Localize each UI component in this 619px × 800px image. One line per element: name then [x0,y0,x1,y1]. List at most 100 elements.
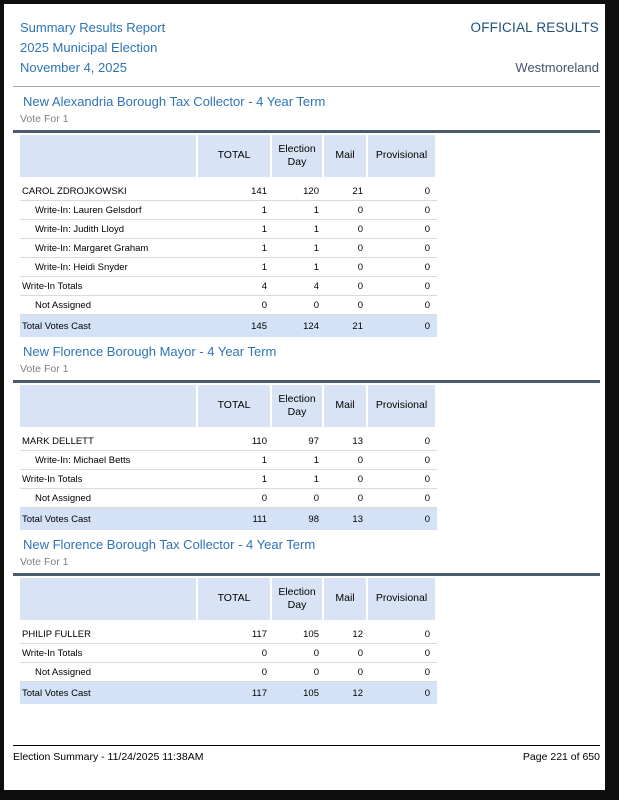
cell-provisional: 0 [424,687,430,699]
cell-total: 117 [251,687,267,699]
cell-mail: 0 [357,204,363,216]
cell-mail: 12 [352,628,363,640]
cell-provisional: 0 [424,223,430,235]
cell-election-day: 120 [303,185,319,197]
contest-section: New Florence Borough Tax Collector - 4 Y… [4,537,605,704]
cell-mail: 0 [357,647,363,659]
cell-election-day: 1 [313,261,319,273]
column-header-empty [20,135,196,177]
table-row: PHILIP FULLER 117 105 12 0 [20,625,437,644]
vote-for-label: Vote For 1 [20,113,69,125]
column-header-provisional: Provisional [368,135,435,177]
column-header-mail: Mail [324,135,366,177]
row-label: Write-In: Margaret Graham [35,242,149,254]
table-row: Write-In Totals 1 1 0 0 [20,470,437,489]
cell-provisional: 0 [424,513,430,525]
cell-total: 1 [261,454,267,466]
cell-total: 1 [261,223,267,235]
cell-provisional: 0 [424,320,430,332]
cell-mail: 13 [352,435,363,447]
cell-total: 1 [261,261,267,273]
header-divider [13,86,600,87]
cell-election-day: 97 [308,435,319,447]
cell-mail: 0 [357,223,363,235]
column-header-provisional: Provisional [368,385,435,427]
cell-election-day: 1 [313,242,319,254]
cell-mail: 21 [352,185,363,197]
section-divider [13,130,600,133]
contest-title: New Alexandria Borough Tax Collector - 4… [23,94,326,109]
table-row: Not Assigned 0 0 0 0 [20,663,437,682]
cell-mail: 13 [352,513,363,525]
cell-election-day: 124 [303,320,319,332]
row-label: Total Votes Cast [22,513,91,525]
column-header-mail: Mail [324,385,366,427]
column-header-empty [20,578,196,620]
county-label: Westmoreland [515,60,599,75]
cell-total: 0 [261,647,267,659]
row-label: Write-In Totals [22,473,83,485]
table-row: MARK DELLETT 110 97 13 0 [20,432,437,451]
cell-election-day: 105 [303,628,319,640]
cell-provisional: 0 [424,435,430,447]
column-header-total: TOTAL [198,135,270,177]
row-label: Not Assigned [35,492,91,504]
report-date: November 4, 2025 [20,60,127,75]
cell-total: 145 [251,320,267,332]
row-label: Write-In: Michael Betts [35,454,131,466]
column-header-election-day: Election Day [272,135,322,177]
table-row: Write-In: Michael Betts 1 1 0 0 [20,451,437,470]
cell-election-day: 0 [313,299,319,311]
cell-mail: 0 [357,242,363,254]
table-row-total: Total Votes Cast 117 105 12 0 [20,682,437,704]
report-footer: Election Summary - 11/24/2025 11:38AM Pa… [13,745,600,763]
column-header-election-day: Election Day [272,578,322,620]
cell-provisional: 0 [424,454,430,466]
cell-total: 1 [261,242,267,254]
row-label: Write-In Totals [22,280,83,292]
report-subtitle: 2025 Municipal Election [20,40,158,55]
row-label: Write-In Totals [22,647,83,659]
row-label: Total Votes Cast [22,320,91,332]
cell-election-day: 1 [313,223,319,235]
cell-mail: 0 [357,666,363,678]
cell-provisional: 0 [424,647,430,659]
cell-total: 0 [261,492,267,504]
cell-mail: 0 [357,261,363,273]
row-label: Write-In: Judith Lloyd [35,223,125,235]
cell-election-day: 105 [303,687,319,699]
cell-total: 111 [252,513,267,525]
table-row: Write-In: Judith Lloyd 1 1 0 0 [20,220,437,239]
row-label: PHILIP FULLER [22,628,91,640]
row-label: Total Votes Cast [22,687,91,699]
cell-provisional: 0 [424,185,430,197]
vote-for-label: Vote For 1 [20,363,69,375]
report-header: Summary Results Report 2025 Municipal El… [4,4,605,78]
cell-election-day: 0 [313,492,319,504]
cell-election-day: 0 [313,647,319,659]
cell-mail: 0 [357,473,363,485]
column-header-mail: Mail [324,578,366,620]
contest-title: New Florence Borough Tax Collector - 4 Y… [23,537,316,552]
cell-provisional: 0 [424,492,430,504]
cell-election-day: 1 [313,454,319,466]
cell-total: 1 [261,473,267,485]
vote-for-label: Vote For 1 [20,556,69,568]
cell-mail: 0 [357,299,363,311]
contest-title: New Florence Borough Mayor - 4 Year Term [23,344,277,359]
column-header-empty [20,385,196,427]
contest-section: New Florence Borough Mayor - 4 Year Term… [4,344,605,530]
column-header-total: TOTAL [198,385,270,427]
cell-mail: 0 [357,454,363,466]
table-row-total: Total Votes Cast 111 98 13 0 [20,508,437,530]
table-row: Not Assigned 0 0 0 0 [20,296,437,315]
cell-election-day: 1 [313,204,319,216]
table-row: Write-In Totals 4 4 0 0 [20,277,437,296]
table-header-row: TOTAL Election Day Mail Provisional [20,578,437,620]
table-header-row: TOTAL Election Day Mail Provisional [20,385,437,427]
table-row: Not Assigned 0 0 0 0 [20,489,437,508]
cell-provisional: 0 [424,666,430,678]
report-title: Summary Results Report [20,20,166,35]
cell-provisional: 0 [424,242,430,254]
